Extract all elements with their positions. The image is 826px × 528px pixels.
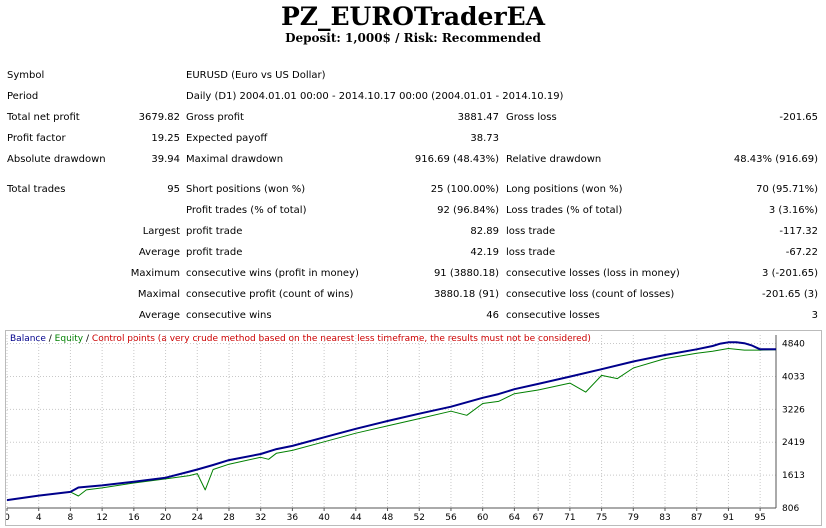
average-profit-label: profit trade xyxy=(186,247,243,258)
x-tick-label: 40 xyxy=(318,513,330,523)
max-consecutive-wins-value: 91 (3880.18) xyxy=(433,268,499,279)
maximal-consecutive-loss-label: consecutive loss (count of losses) xyxy=(506,289,675,300)
profit-trades-label: Profit trades (% of total) xyxy=(186,205,307,216)
avg-consecutive-losses-value: 3 xyxy=(811,310,818,321)
total-trades-label: Total trades xyxy=(7,184,66,195)
relative-drawdown-value: 48.43% (916.69) xyxy=(733,154,818,165)
x-tick-label: 71 xyxy=(564,513,575,523)
chart-legend: Balance / Equity / Control points (a ver… xyxy=(10,334,591,344)
maximum-label: Maximum xyxy=(130,268,180,279)
symbol-label: Symbol xyxy=(7,70,45,81)
relative-drawdown-label: Relative drawdown xyxy=(506,154,602,165)
maximal-consecutive-profit-label: consecutive profit (count of wins) xyxy=(186,289,354,300)
gross-profit-value: 3881.47 xyxy=(457,112,499,123)
max-consecutive-wins-label: consecutive wins (profit in money) xyxy=(186,268,359,279)
y-tick-label: 3226 xyxy=(782,405,805,415)
x-tick-label: 95 xyxy=(754,513,765,523)
absolute-drawdown-value: 39.94 xyxy=(151,154,180,165)
y-tick-label: 4033 xyxy=(782,372,805,382)
x-tick-label: 32 xyxy=(255,513,266,523)
avg-consecutive-wins-label: consecutive wins xyxy=(186,310,272,321)
average-label: Average xyxy=(138,247,180,258)
x-tick-label: 87 xyxy=(691,513,702,523)
y-tick-label: 2419 xyxy=(782,438,805,448)
net-profit-value: 3679.82 xyxy=(138,112,180,123)
y-tick-label: 1613 xyxy=(782,471,805,481)
loss-trades-label: Loss trades (% of total) xyxy=(506,205,623,216)
average-profit-value: 42.19 xyxy=(470,247,499,258)
profit-trades-value: 92 (96.84%) xyxy=(437,205,499,216)
max-consecutive-losses-value: 3 (-201.65) xyxy=(762,268,818,279)
short-positions-value: 25 (100.00%) xyxy=(430,184,499,195)
x-tick-label: 12 xyxy=(96,513,107,523)
maximal-consecutive-loss-value: -201.65 (3) xyxy=(762,289,818,300)
profit-factor-label: Profit factor xyxy=(7,133,66,144)
x-tick-label: 36 xyxy=(287,513,299,523)
x-tick-label: 52 xyxy=(414,513,425,523)
period-value: Daily (D1) 2004.01.01 00:00 - 2014.10.17… xyxy=(186,91,564,102)
x-tick-label: 8 xyxy=(68,513,74,523)
avg-consecutive-wins-value: 46 xyxy=(486,310,499,321)
gross-loss-label: Gross loss xyxy=(506,112,557,123)
largest-profit-label: profit trade xyxy=(186,226,243,237)
report-title: PZ_EUROTraderEA xyxy=(280,2,546,31)
gross-loss-value: -201.65 xyxy=(779,112,818,123)
largest-label: Largest xyxy=(142,226,180,237)
y-tick-label: 806 xyxy=(782,504,799,514)
long-positions-label: Long positions (won %) xyxy=(506,184,623,195)
legend-separator: / xyxy=(45,334,55,344)
x-tick-label: 75 xyxy=(596,513,607,523)
maximal-drawdown-value: 916.69 (48.43%) xyxy=(414,154,499,165)
report-subtitle: Deposit: 1,000$ / Risk: Recommended xyxy=(285,31,541,45)
long-positions-value: 70 (95.71%) xyxy=(756,184,818,195)
x-tick-label: 28 xyxy=(223,513,235,523)
equity-line xyxy=(6,348,777,501)
total-trades-value: 95 xyxy=(167,184,180,195)
x-tick-label: 0 xyxy=(6,513,10,523)
legend-balance: Balance xyxy=(10,334,46,344)
x-tick-label: 91 xyxy=(723,513,734,523)
maximal-drawdown-label: Maximal drawdown xyxy=(186,154,284,165)
maximal-label: Maximal xyxy=(137,289,180,300)
y-tick-label: 4840 xyxy=(782,340,805,350)
average-loss-label: loss trade xyxy=(506,247,556,258)
maximal-consecutive-profit-value: 3880.18 (91) xyxy=(433,289,499,300)
x-tick-label: 56 xyxy=(445,513,457,523)
average-consecutive-label: Average xyxy=(138,310,180,321)
avg-consecutive-losses-label: consecutive losses xyxy=(506,310,600,321)
net-profit-label: Total net profit xyxy=(7,112,80,123)
x-tick-label: 60 xyxy=(477,513,489,523)
balance-equity-chart: Balance / Equity / Control points (a ver… xyxy=(5,330,822,526)
loss-trades-value: 3 (3.16%) xyxy=(768,205,818,216)
x-tick-label: 24 xyxy=(192,513,204,523)
largest-profit-value: 82.89 xyxy=(470,226,499,237)
period-label: Period xyxy=(7,91,39,102)
x-tick-label: 83 xyxy=(659,513,670,523)
x-tick-label: 4 xyxy=(36,513,42,523)
largest-loss-label: loss trade xyxy=(506,226,556,237)
absolute-drawdown-label: Absolute drawdown xyxy=(7,154,106,165)
profit-factor-value: 19.25 xyxy=(151,133,180,144)
symbol-value: EURUSD (Euro vs US Dollar) xyxy=(186,70,326,81)
legend-separator: / xyxy=(83,334,92,344)
gross-profit-label: Gross profit xyxy=(186,112,244,123)
x-tick-label: 44 xyxy=(350,513,362,523)
largest-loss-value: -117.32 xyxy=(779,226,818,237)
expected-payoff-value: 38.73 xyxy=(470,133,499,144)
short-positions-label: Short positions (won %) xyxy=(186,184,306,195)
legend-equity: Equity xyxy=(54,334,84,344)
balance-line xyxy=(6,341,776,502)
x-tick-label: 16 xyxy=(128,513,140,523)
x-tick-label: 79 xyxy=(628,513,640,523)
max-consecutive-losses-label: consecutive losses (loss in money) xyxy=(506,268,680,279)
expected-payoff-label: Expected payoff xyxy=(186,133,268,144)
legend-control-points: Control points (a very crude method base… xyxy=(91,334,591,344)
x-tick-label: 48 xyxy=(382,513,394,523)
x-tick-label: 64 xyxy=(509,513,521,523)
x-tick-label: 20 xyxy=(160,513,172,523)
x-tick-label: 67 xyxy=(532,513,543,523)
average-loss-value: -67.22 xyxy=(785,247,818,258)
